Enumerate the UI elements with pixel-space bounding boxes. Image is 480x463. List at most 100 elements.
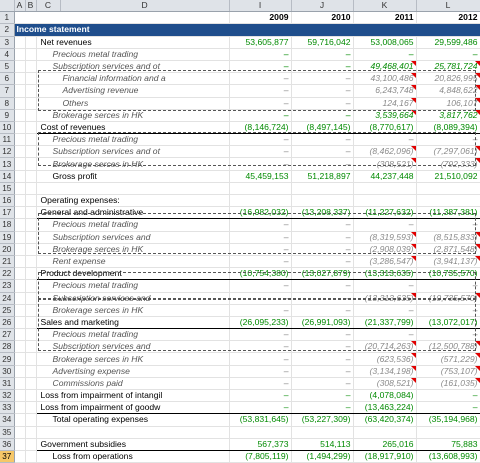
- value-cell[interactable]: –: [229, 328, 292, 342]
- value-cell[interactable]: –: [229, 255, 292, 269]
- row-label[interactable]: Brokerage serces in HK: [36, 304, 230, 317]
- value-cell[interactable]: 20,826,995: [416, 72, 480, 86]
- cell-b[interactable]: [25, 48, 37, 61]
- value-cell[interactable]: –: [353, 133, 417, 147]
- value-cell[interactable]: (26,095,233): [229, 316, 292, 330]
- year-header-2012[interactable]: 2012: [416, 11, 480, 25]
- cell-a[interactable]: [14, 438, 26, 451]
- row-label[interactable]: [36, 426, 230, 439]
- value-cell[interactable]: [229, 182, 292, 196]
- value-cell[interactable]: (3,134,198): [353, 365, 417, 378]
- value-cell[interactable]: (8,497,145): [291, 121, 354, 135]
- value-cell[interactable]: (8,319,593): [353, 231, 417, 244]
- value-cell[interactable]: (13,313,635): [353, 267, 417, 281]
- value-cell[interactable]: (7,297,061): [416, 145, 480, 159]
- value-cell[interactable]: –: [229, 279, 292, 293]
- row-label[interactable]: Net revenues: [36, 36, 230, 49]
- row-header-2[interactable]: 2: [0, 23, 15, 37]
- value-cell[interactable]: –: [291, 340, 354, 354]
- cell-b[interactable]: [25, 267, 37, 281]
- cell-b[interactable]: [25, 389, 37, 403]
- row-header-11[interactable]: 11: [0, 133, 15, 147]
- value-cell[interactable]: 51,218,897: [291, 170, 354, 183]
- cell-a[interactable]: [14, 243, 26, 256]
- value-cell[interactable]: (10,735,570): [416, 292, 480, 305]
- value-cell[interactable]: –: [229, 84, 292, 98]
- row-header-34[interactable]: 34: [0, 413, 15, 427]
- value-cell[interactable]: –: [291, 389, 354, 403]
- row-header-4[interactable]: 4: [0, 48, 15, 61]
- value-cell[interactable]: [291, 182, 354, 196]
- cell-a[interactable]: [14, 145, 26, 159]
- row-header-18[interactable]: 18: [0, 218, 15, 232]
- cell-a[interactable]: [14, 304, 26, 317]
- value-cell[interactable]: –: [353, 218, 417, 232]
- cell-b[interactable]: [25, 243, 37, 256]
- value-cell[interactable]: 124,167: [353, 97, 417, 110]
- value-cell[interactable]: –: [291, 292, 354, 305]
- value-cell[interactable]: –: [353, 304, 417, 317]
- value-cell[interactable]: –: [291, 109, 354, 122]
- value-cell[interactable]: (12,500,788): [416, 340, 480, 354]
- value-cell[interactable]: (753,107): [416, 365, 480, 378]
- cell-b[interactable]: [25, 352, 37, 366]
- value-cell[interactable]: (8,146,724): [229, 121, 292, 135]
- year-header-2009[interactable]: 2009: [229, 11, 292, 25]
- value-cell[interactable]: (21,337,799): [353, 316, 417, 330]
- value-cell[interactable]: –: [416, 279, 480, 293]
- value-cell[interactable]: –: [291, 84, 354, 98]
- value-cell[interactable]: [416, 426, 480, 439]
- cell-b[interactable]: [25, 340, 37, 354]
- row-label[interactable]: Rent expense: [36, 255, 230, 269]
- value-cell[interactable]: 53,008,065: [353, 36, 417, 49]
- cell-b[interactable]: [25, 292, 37, 305]
- cell-a[interactable]: [14, 401, 26, 415]
- cell-a[interactable]: [14, 84, 26, 98]
- row-label[interactable]: General and administrative: [36, 206, 230, 220]
- value-cell[interactable]: (20,714,263): [353, 340, 417, 354]
- cell-a[interactable]: [14, 389, 26, 403]
- row-label[interactable]: Gross profit: [36, 170, 230, 183]
- row-label[interactable]: Subscription services and: [36, 292, 230, 305]
- row-header-20[interactable]: 20: [0, 243, 15, 256]
- row-label[interactable]: Commissions paid: [36, 377, 230, 391]
- row-header-35[interactable]: 35: [0, 426, 15, 439]
- row-label[interactable]: Precious metal trading: [36, 133, 230, 147]
- value-cell[interactable]: (2,871,548): [416, 243, 480, 256]
- row-label[interactable]: Advertising revenue: [36, 84, 230, 98]
- value-cell[interactable]: –: [353, 279, 417, 293]
- value-cell[interactable]: –: [229, 292, 292, 305]
- value-cell[interactable]: (161,035): [416, 377, 480, 391]
- row-header-8[interactable]: 8: [0, 97, 15, 110]
- cell-b[interactable]: [25, 97, 37, 110]
- value-cell[interactable]: –: [416, 389, 480, 403]
- cell-a[interactable]: [14, 450, 26, 463]
- value-cell[interactable]: 29,599,486: [416, 36, 480, 49]
- cell-b[interactable]: [25, 109, 37, 122]
- value-cell[interactable]: (2,908,039): [353, 243, 417, 256]
- row-label[interactable]: Brokerage serces in HK: [36, 109, 230, 122]
- value-cell[interactable]: –: [291, 97, 354, 110]
- row-label[interactable]: Brokerage serces in HK: [36, 352, 230, 366]
- cell-a[interactable]: [14, 194, 26, 208]
- row-header-30[interactable]: 30: [0, 365, 15, 378]
- cell-a[interactable]: [14, 48, 26, 61]
- cell-a[interactable]: [14, 60, 26, 74]
- value-cell[interactable]: –: [416, 401, 480, 415]
- cell-a[interactable]: [14, 279, 26, 293]
- value-cell[interactable]: (571,229): [416, 352, 480, 366]
- value-cell[interactable]: (8,770,617): [353, 121, 417, 135]
- value-cell[interactable]: –: [291, 218, 354, 232]
- value-cell[interactable]: –: [229, 389, 292, 403]
- row-header-37[interactable]: 37: [0, 450, 15, 463]
- row-header-25[interactable]: 25: [0, 304, 15, 317]
- value-cell[interactable]: 75,883: [416, 438, 480, 451]
- row-label[interactable]: Subscription services and ot: [36, 60, 230, 74]
- value-cell[interactable]: (3,286,547): [353, 255, 417, 269]
- value-cell[interactable]: 6,243,748: [353, 84, 417, 98]
- value-cell[interactable]: [353, 182, 417, 196]
- cell-b[interactable]: [25, 145, 37, 159]
- value-cell[interactable]: (792,333): [416, 157, 480, 171]
- cell-b[interactable]: [25, 72, 37, 86]
- row-label[interactable]: Brokerage serces in HK: [36, 243, 230, 256]
